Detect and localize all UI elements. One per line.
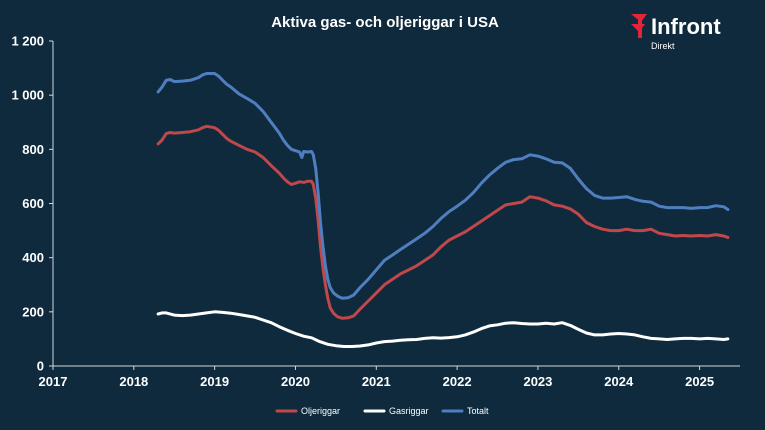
x-tick-label: 2021 (362, 374, 391, 389)
brand-sub: Direkt (651, 41, 675, 51)
x-tick-label: 2022 (443, 374, 472, 389)
y-tick-label: 600 (22, 196, 44, 211)
brand-name: Infront (651, 14, 721, 39)
infront-logo-icon (631, 14, 647, 38)
x-axis-ticks: 2017 2018 2019 2020 2021 2022 2023 2024 2025 (39, 366, 714, 389)
legend: Oljeriggar Gasriggar Totalt (275, 406, 489, 416)
series-line-oljeriggar (156, 124, 730, 320)
series-lines (156, 72, 730, 348)
legend-label-totalt: Totalt (467, 406, 489, 416)
legend-label-oljeriggar: Oljeriggar (301, 406, 340, 416)
series-line-totalt (156, 72, 730, 300)
x-tick-label: 2018 (119, 374, 148, 389)
legend-label-gasriggar: Gasriggar (389, 406, 429, 416)
x-tick-label: 2025 (685, 374, 714, 389)
x-tick-label: 2017 (39, 374, 68, 389)
brand-logo: Infront Direkt (631, 14, 721, 51)
x-tick-label: 2024 (604, 374, 634, 389)
chart-title: Aktiva gas- och oljeriggar i USA (271, 14, 499, 31)
y-tick-label: 1 200 (11, 34, 44, 49)
x-tick-label: 2019 (200, 374, 229, 389)
y-axis-ticks: 0 200 400 600 800 1 000 1 200 (11, 34, 53, 374)
y-tick-label: 1 000 (11, 88, 44, 103)
axes (52, 41, 740, 367)
x-tick-label: 2020 (281, 374, 310, 389)
y-tick-label: 800 (22, 142, 44, 157)
y-tick-label: 0 (37, 359, 44, 374)
x-tick-label: 2023 (523, 374, 552, 389)
y-tick-label: 200 (22, 304, 44, 319)
series-line-gasriggar (156, 310, 730, 348)
y-tick-label: 400 (22, 250, 44, 265)
